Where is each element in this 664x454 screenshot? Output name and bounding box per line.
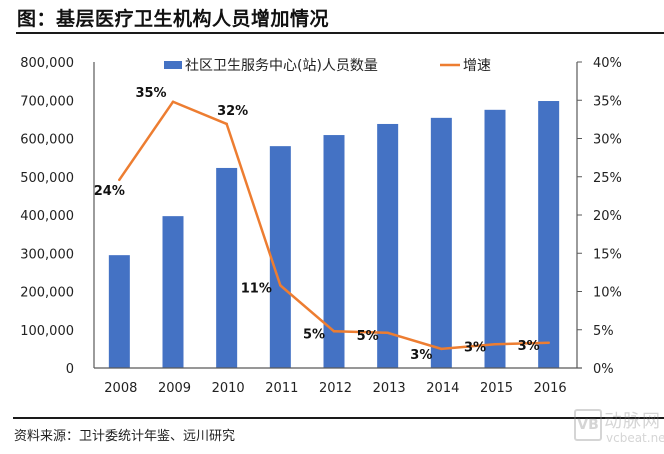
line-segment [171,100,228,126]
bar [323,135,345,368]
axes [93,61,582,369]
x-tick-label: 2011 [265,381,298,396]
right-axis-ticks: 0% 5% 10% 15% 20% 25% 30% 35% 40% [593,56,622,377]
line-point [225,122,228,126]
watermark-logo-icon: VB [574,409,602,441]
line-data-label: 24% [94,184,125,199]
watermark-url: vcbeat.net [606,431,664,445]
line-point [118,178,121,182]
line-data-label: 3% [410,348,432,363]
chart-title: 图：基层医疗卫生机构人员增加情况 [17,8,330,30]
x-tick-label: 2016 [534,381,567,396]
x-tick-label: 2009 [158,381,191,396]
line-segment [225,122,282,287]
line-point [171,100,175,103]
right-tick-label: 40% [593,56,622,71]
right-tick-label: 20% [593,209,622,224]
legend-label-line: 增速 [463,58,491,74]
x-tick-label: 2008 [104,381,137,396]
right-tick-label: 5% [593,324,614,339]
left-tick-label: 200,000 [20,286,74,301]
line-segment [440,343,497,351]
line-segment [332,330,389,335]
line-segment [493,341,550,346]
left-tick-label: 700,000 [20,94,74,109]
bar [108,255,130,368]
right-tick-label: 30% [593,133,622,148]
x-tick-label: 2012 [319,381,352,396]
right-tick-label: 25% [593,171,622,186]
bar [162,216,184,368]
x-tick-label: 2014 [426,381,459,396]
bar [216,167,238,368]
bar [269,146,291,368]
line-point [332,330,336,333]
bar-series [108,101,560,368]
right-tick-label: 0% [593,362,614,377]
line-segment [118,100,175,182]
x-tick-label: 2010 [212,381,245,396]
line-data-label: 5% [303,327,325,342]
left-tick-label: 600,000 [20,133,74,148]
line-point [386,331,389,335]
legend-label-bar: 社区卫生服务中心(站)人员数量 [185,58,378,74]
right-tick-label: 10% [593,286,622,301]
line-data-label: 3% [464,340,486,355]
left-tick-label: 0 [66,362,74,377]
bar [377,123,399,368]
line-series [118,100,550,351]
legend-bar-swatch [164,61,182,69]
line-data-label: 11% [241,281,272,296]
right-tick-label: 35% [593,94,622,109]
line-data-labels: 24% 35% 32% 11% 5% 5% 3% 3% 3% [94,86,540,363]
line-point [279,284,282,287]
line-point [493,343,497,346]
line-point [547,341,550,344]
x-tick-label: 2015 [480,381,513,396]
bar [484,109,506,368]
bar [430,117,452,368]
left-axis-ticks: 0 100,000 200,000 300,000 400,000 500,000 600,… [20,56,74,377]
line-data-label: 3% [518,339,540,354]
left-tick-label: 800,000 [20,56,74,71]
left-tick-label: 100,000 [20,324,74,339]
right-tick-label: 15% [593,247,622,262]
line-segment [386,331,443,351]
line-data-label: 5% [357,329,379,344]
title-divider [16,32,664,34]
source-note: 资料来源：卫计委统计年鉴、远川研究 [14,429,236,444]
line-segment [279,284,336,333]
left-tick-label: 300,000 [20,247,74,262]
watermark: VB 动脉网 vcbeat.net [574,405,664,453]
watermark-name: 动脉网 [604,411,661,432]
line-point [440,347,443,351]
bar [538,101,560,368]
footer-divider [13,417,664,419]
legend: 社区卫生服务中心(站)人员数量 增速 [164,58,491,74]
left-tick-label: 500,000 [20,171,74,186]
left-tick-label: 400,000 [20,209,74,224]
line-data-label: 35% [135,86,166,101]
x-tick-label: 2013 [373,381,406,396]
line-data-label: 32% [217,104,248,119]
x-axis-ticks: 2008 2009 2010 2011 2012 2013 2014 2015 2016 [104,381,566,396]
